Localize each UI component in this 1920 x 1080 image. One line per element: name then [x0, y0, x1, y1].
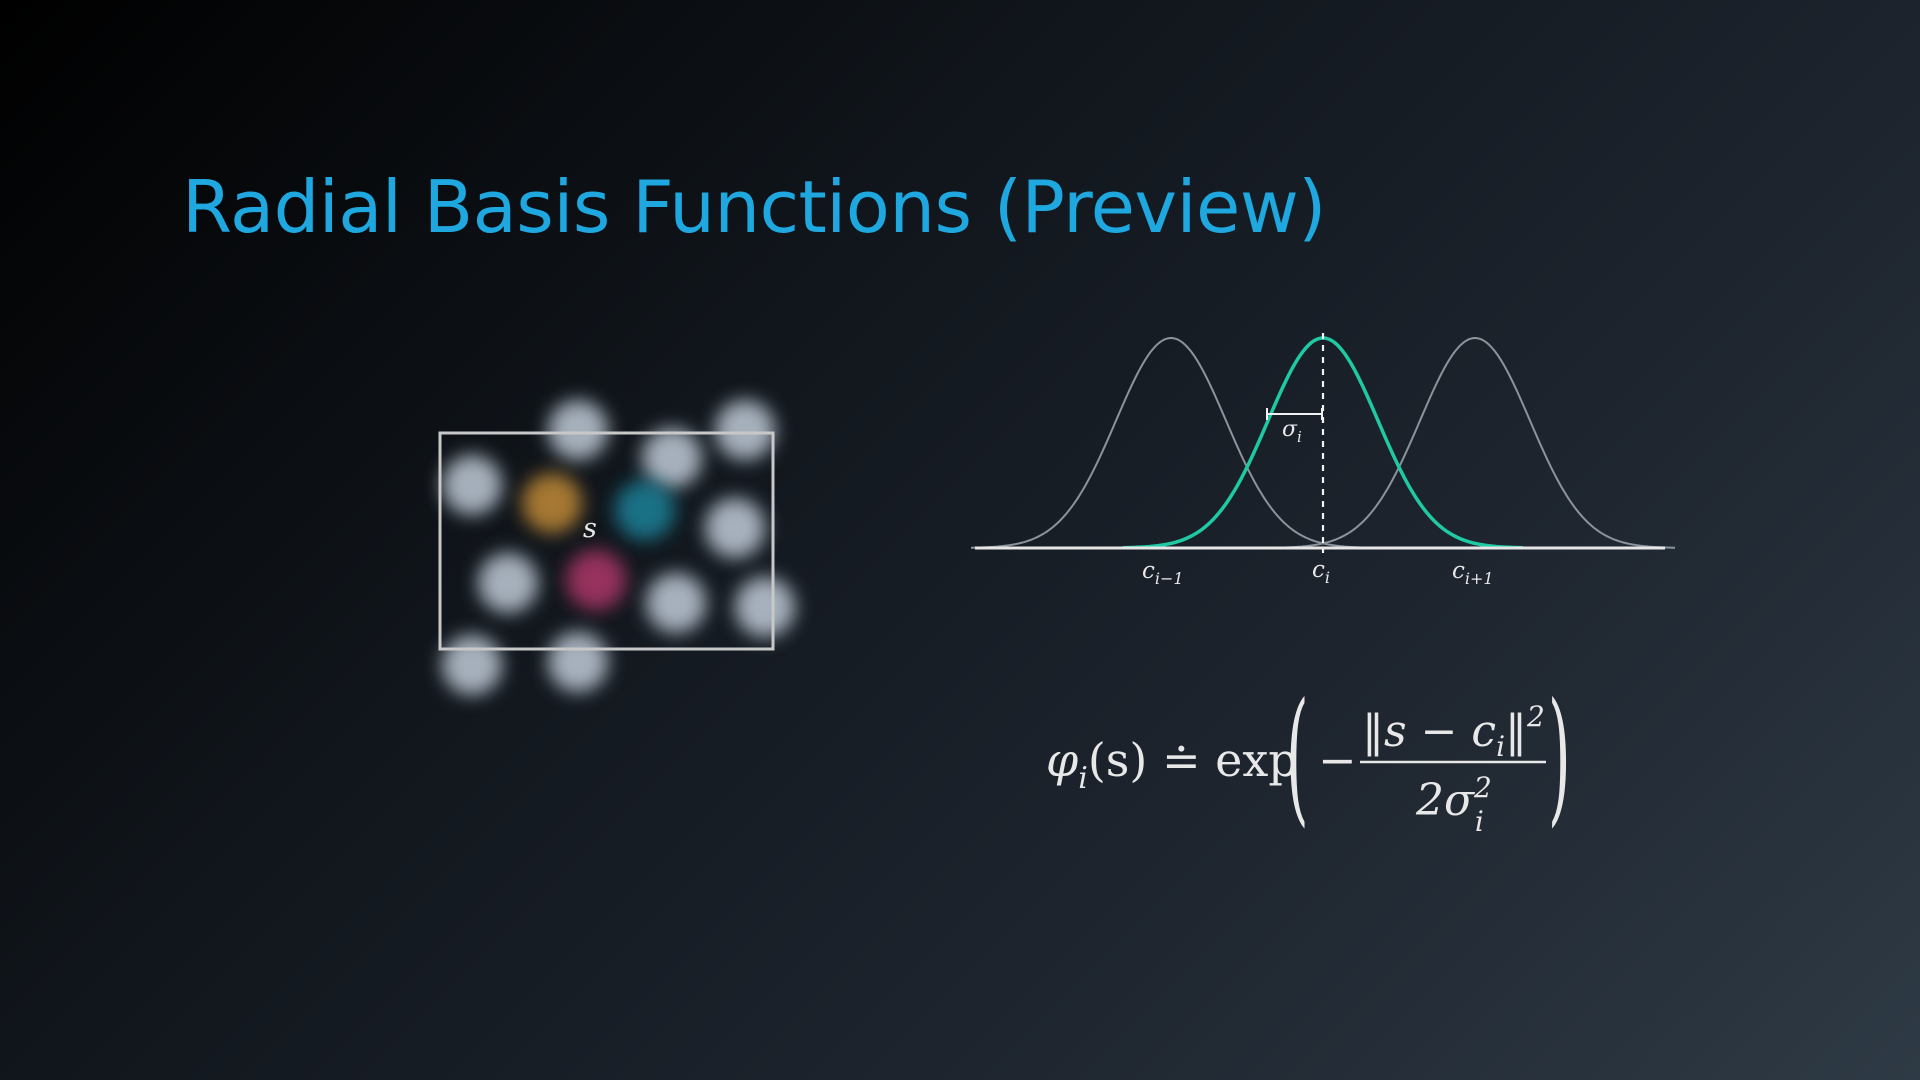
rbf-center-blob — [478, 553, 538, 613]
rbf-formula: φi(s) ≐ exp ( − ‖s − ci‖2 2σ2 i ) — [1046, 673, 1571, 841]
left-paren: ( — [1286, 673, 1309, 841]
tick-label-curr: ci — [1312, 557, 1330, 587]
rbf-center-blob — [646, 573, 706, 633]
state-space-box — [438, 431, 775, 651]
gaussian-curve-next — [1275, 336, 1675, 549]
formula-denominator: 2σ2 i — [1415, 771, 1492, 838]
tick-label-next: ci+1 — [1452, 558, 1494, 588]
rbf-center-blob — [705, 498, 765, 558]
formula-lhs: φi(s) ≐ exp — [1046, 733, 1298, 796]
sigma-label: σi — [1282, 417, 1302, 446]
state-label: s — [583, 513, 597, 544]
rbf-center-blob — [735, 577, 795, 637]
rbf-centers — [442, 400, 795, 695]
formula-numerator: ‖s − ci‖2 — [1362, 700, 1545, 763]
gaussian-curve-prev — [971, 336, 1371, 549]
slide-title: Radial Basis Functions (Preview) — [182, 165, 1326, 249]
rbf-center-blob — [615, 480, 675, 540]
sigma-marker — [1266, 408, 1323, 420]
rbf-center-blob — [442, 455, 502, 515]
gaussian-plot: σi ci−1 ci ci+1 — [971, 333, 1675, 588]
rbf-center-blob — [642, 428, 702, 488]
minus-sign: − — [1318, 733, 1357, 787]
rbf-center-blob — [548, 632, 608, 692]
state-space-diagram: s — [438, 400, 795, 695]
rbf-center-blob — [442, 635, 502, 695]
rbf-center-blob — [566, 550, 626, 610]
rbf-center-blob — [548, 400, 608, 460]
rbf-center-blob — [715, 400, 775, 460]
rbf-center-blob — [522, 473, 582, 533]
tick-label-prev: ci−1 — [1142, 558, 1184, 588]
right-paren: ) — [1548, 673, 1571, 841]
